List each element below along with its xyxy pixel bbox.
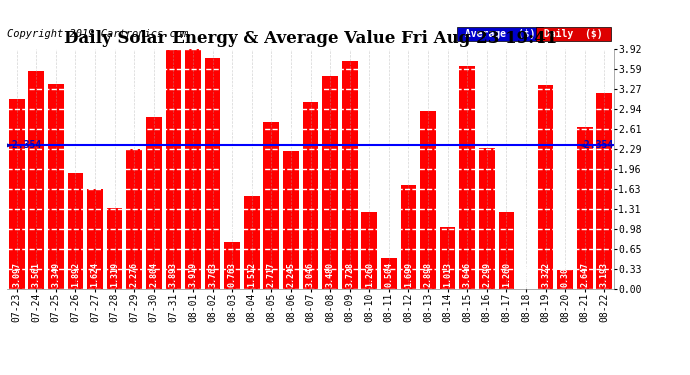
Text: 0.504: 0.504 xyxy=(384,262,393,287)
Text: 1.319: 1.319 xyxy=(110,262,119,287)
Bar xyxy=(420,111,436,289)
Text: 3.097: 3.097 xyxy=(12,262,21,287)
Text: 1.892: 1.892 xyxy=(71,262,80,287)
Bar xyxy=(264,122,279,289)
Bar xyxy=(224,242,240,289)
Text: 0.763: 0.763 xyxy=(228,262,237,287)
Text: 2.898: 2.898 xyxy=(424,262,433,287)
Text: 3.646: 3.646 xyxy=(463,262,472,287)
Text: 3.919: 3.919 xyxy=(188,262,197,287)
Text: 1.260: 1.260 xyxy=(502,262,511,287)
Text: 1.699: 1.699 xyxy=(404,262,413,287)
Text: 2.299: 2.299 xyxy=(482,262,491,287)
Text: 3.193: 3.193 xyxy=(600,262,609,287)
Bar xyxy=(9,99,25,289)
Text: Average  ($): Average ($) xyxy=(460,29,542,39)
Bar xyxy=(499,211,514,289)
Bar xyxy=(577,127,593,289)
Bar xyxy=(440,227,455,289)
Text: 3.480: 3.480 xyxy=(326,262,335,287)
Title: Daily Solar Energy & Average Value Fri Aug 23 19:41: Daily Solar Energy & Average Value Fri A… xyxy=(64,30,557,47)
Bar xyxy=(381,258,397,289)
Bar xyxy=(68,173,83,289)
Text: 2.804: 2.804 xyxy=(149,262,158,287)
Text: 3.763: 3.763 xyxy=(208,262,217,287)
Text: ◄2.354: ◄2.354 xyxy=(579,140,614,150)
Bar xyxy=(48,84,63,289)
Text: 2.717: 2.717 xyxy=(267,262,276,287)
Bar xyxy=(322,76,338,289)
Bar xyxy=(87,189,103,289)
Bar xyxy=(126,149,142,289)
Bar xyxy=(185,49,201,289)
Bar xyxy=(244,196,259,289)
Bar xyxy=(303,102,318,289)
Text: 1.260: 1.260 xyxy=(365,262,374,287)
Bar xyxy=(28,71,44,289)
Bar xyxy=(107,208,122,289)
Text: Daily  ($): Daily ($) xyxy=(538,29,609,39)
Text: 3.728: 3.728 xyxy=(345,262,354,287)
Bar xyxy=(401,185,416,289)
Bar xyxy=(146,117,161,289)
Text: 1.013: 1.013 xyxy=(443,262,452,287)
Text: 2.647: 2.647 xyxy=(580,262,589,287)
Bar xyxy=(538,86,553,289)
Bar xyxy=(596,93,612,289)
Text: 3.349: 3.349 xyxy=(51,262,60,287)
Text: 1.624: 1.624 xyxy=(90,262,99,287)
Text: 2.245: 2.245 xyxy=(286,262,295,287)
Text: 3.046: 3.046 xyxy=(306,262,315,287)
Text: Copyright 2019 Cartronics.com: Copyright 2019 Cartronics.com xyxy=(7,29,188,39)
Text: 3.322: 3.322 xyxy=(541,262,550,287)
Bar xyxy=(460,66,475,289)
Bar xyxy=(342,60,357,289)
Text: 3.893: 3.893 xyxy=(169,262,178,287)
Bar xyxy=(362,211,377,289)
Bar xyxy=(283,151,299,289)
Text: 0.000: 0.000 xyxy=(522,262,531,287)
Bar xyxy=(558,270,573,289)
Text: 2.276: 2.276 xyxy=(130,262,139,287)
Text: 1.512: 1.512 xyxy=(247,262,256,287)
Bar xyxy=(166,50,181,289)
Text: 3.561: 3.561 xyxy=(32,262,41,287)
Bar xyxy=(479,148,495,289)
Text: 0.301: 0.301 xyxy=(561,262,570,287)
Text: ►2.354: ►2.354 xyxy=(7,140,42,150)
Bar xyxy=(205,58,220,289)
